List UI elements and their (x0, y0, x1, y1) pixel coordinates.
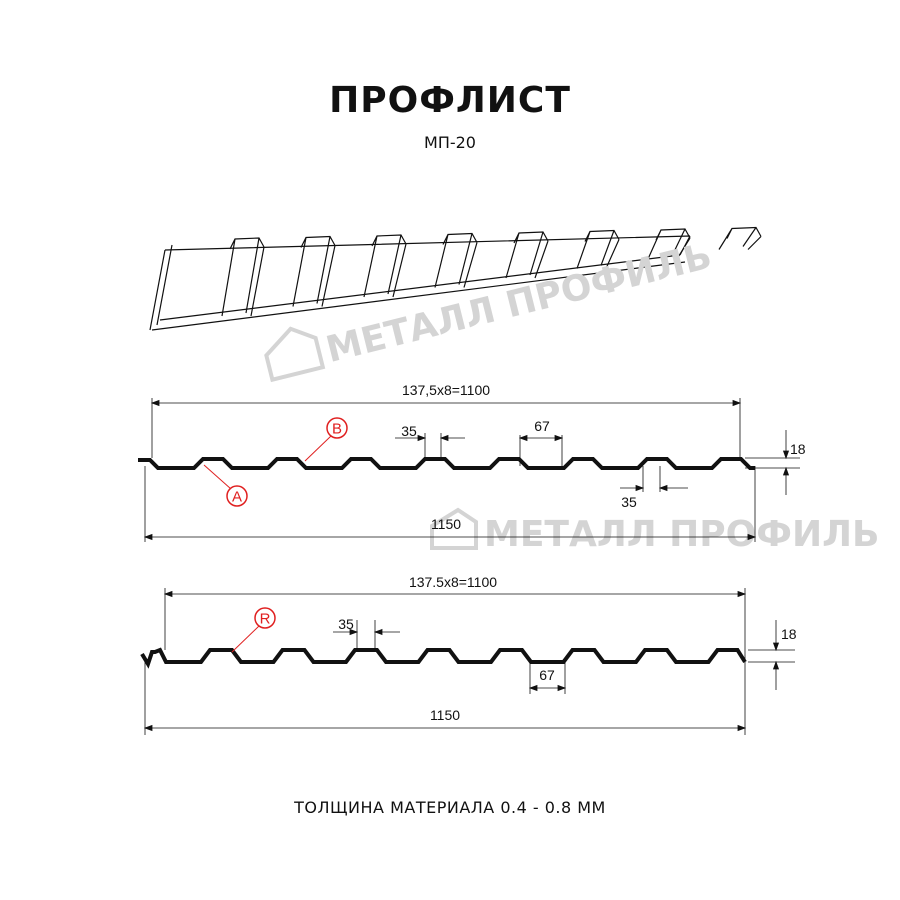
pitch-dimension: 137,5x8=1100 (402, 382, 490, 398)
watermark-bottom: МЕТАЛЛ ПРОФИЛЬ (430, 507, 879, 555)
sheet-rib-edge (149, 244, 686, 331)
watermark-top: МЕТАЛЛ ПРОФИЛЬ (264, 236, 716, 383)
profile-r-section (140, 647, 747, 669)
sheet-perspective-view (149, 226, 762, 331)
sheet-rib-edge (505, 231, 549, 279)
sheet-rib-edge (164, 235, 691, 256)
total-width-dimension: 1150 (430, 707, 460, 723)
sheet-rib-edge (363, 234, 407, 298)
marker-a-label: A (232, 489, 242, 506)
top-width-dimension: 35 (338, 616, 354, 632)
watermark-text: МЕТАЛЛ ПРОФИЛЬ (322, 236, 716, 371)
profile-a: 137,5x8=1100 1150 35 35 67 18 B A (138, 382, 806, 542)
trough-width-dimension: 67 (534, 418, 550, 434)
profile-a-section (138, 457, 755, 470)
sheet-rib-edge (647, 228, 691, 260)
marker-r: R (231, 607, 276, 653)
sheet-rib-edge (221, 237, 265, 317)
sheet-rib-edge (434, 232, 478, 288)
watermark-text: МЕТАЛЛ ПРОФИЛЬ (484, 514, 879, 555)
top-width-dimension: 35 (401, 423, 417, 439)
marker-a: A (203, 464, 248, 507)
pitch-dimension: 137.5x8=1100 (409, 574, 497, 590)
total-width-dimension: 1150 (431, 516, 461, 532)
height-dimension: 18 (790, 441, 806, 457)
watermark-logo-icon (264, 326, 326, 383)
sheet-rib-edge (292, 235, 336, 307)
sheet-rib-edge (718, 226, 762, 250)
material-thickness: ТОЛЩИНА МАТЕРИАЛА 0.4 - 0.8 ММ (294, 798, 606, 817)
trough-width-dimension: 67 (539, 667, 555, 683)
page-title: ПРОФЛИСТ (329, 80, 571, 121)
height-dimension: 18 (781, 626, 797, 642)
bottom-width-dimension: 35 (621, 494, 637, 510)
watermark-logo-icon (430, 507, 478, 550)
sheet-rib-edge (576, 229, 620, 269)
marker-b-label: B (332, 421, 342, 438)
model-label: МП-20 (424, 133, 476, 152)
marker-b: B (304, 417, 348, 462)
profile-r: 137.5x8=1100 1150 35 67 18 R (140, 574, 797, 735)
marker-r-label: R (260, 611, 271, 628)
